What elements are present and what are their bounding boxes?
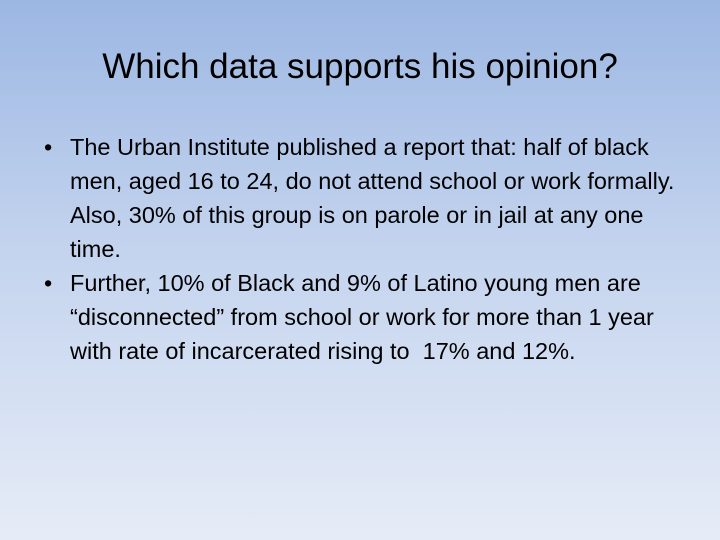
- bullet: The Urban Institute published a report t…: [40, 130, 680, 266]
- slide-title: Which data supports his opinion?: [102, 47, 618, 86]
- bullet-list: The Urban Institute published a report t…: [40, 130, 680, 368]
- bullet: Further, 10% of Black and 9% of Latino y…: [40, 266, 680, 368]
